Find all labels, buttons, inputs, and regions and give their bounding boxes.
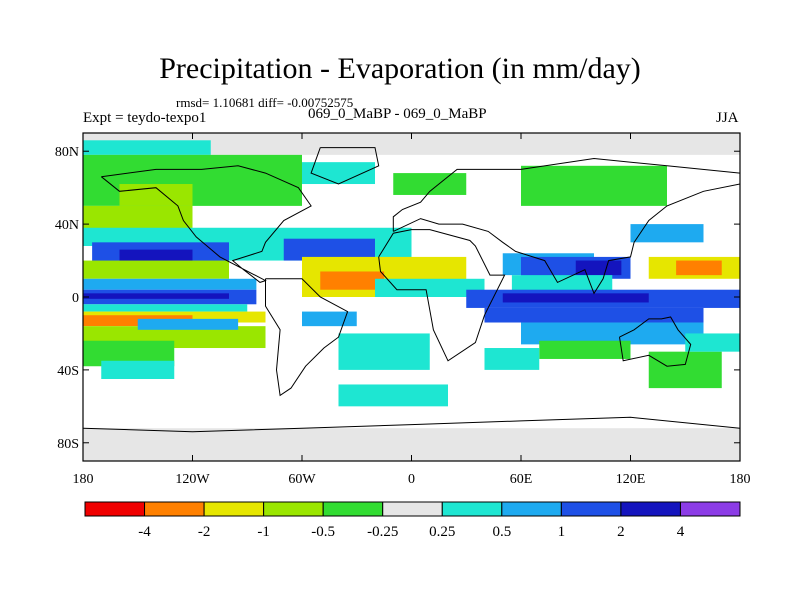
x-tick-label-3: 0 [408, 472, 415, 487]
colorbar-label-9: 4 [677, 524, 685, 540]
colorbar-box-0 [84, 501, 146, 517]
field-band-30 [575, 260, 622, 276]
field-band-15 [83, 278, 257, 290]
y-tick-label-1: 40N [55, 218, 79, 233]
colorbar-label-4: -0.25 [367, 524, 398, 540]
colorbar-box-4 [322, 501, 384, 517]
colorbar-box-9 [620, 501, 681, 517]
x-tick-label-1: 120W [175, 472, 210, 487]
colorbar-box-3 [263, 501, 324, 517]
field-band-33 [502, 293, 649, 303]
y-tick-label-4: 80S [57, 437, 79, 452]
field-band-35 [521, 322, 704, 345]
colorbar-box-2 [203, 501, 265, 517]
land-outline-5 [619, 316, 692, 367]
field-layer [83, 133, 740, 461]
field-band-7 [302, 162, 375, 185]
field-band-40 [484, 348, 540, 370]
colorbar-box-6 [441, 501, 503, 517]
field-band-6 [521, 165, 667, 206]
colorbar-label-3: -0.5 [311, 524, 335, 540]
field-band-18 [83, 304, 248, 312]
field-band-45 [685, 333, 740, 352]
land-outline-layer [83, 147, 740, 433]
colorbar: -4 -2 -1 -0.5 -0.25 0.25 0.5 1 2 4 [84, 501, 741, 540]
colorbar-label-1: -2 [198, 524, 211, 540]
stats-line: rmsd= 1.10681 diff= -0.00752575 [176, 95, 354, 110]
x-tick-label-6: 180 [730, 472, 751, 487]
x-tick-label-5: 120E [616, 472, 646, 487]
field-band-44 [648, 351, 722, 389]
land-outline-6 [83, 416, 740, 433]
land-outline-0 [100, 165, 312, 283]
field-band-37 [302, 311, 357, 327]
field-band-38 [338, 333, 430, 370]
chart-title: Precipitation - Evaporation (in mm/day) [159, 52, 641, 85]
season-label: JJA [716, 110, 739, 126]
colorbar-label-0: -4 [138, 524, 151, 540]
colorbar-label-8: 2 [617, 524, 625, 540]
colorbar-box-5 [382, 501, 443, 517]
axes-layer: 180 120W 60W 0 60E 120E 180 80N 40N 0 40S 80S [55, 133, 751, 487]
field-band-17 [83, 293, 229, 299]
colorbar-box-1 [144, 501, 205, 517]
run-comparison-label: 069_0_MaBP - 069_0_MaBP [308, 106, 487, 122]
field-band-14 [83, 260, 229, 279]
land-outline-2 [265, 278, 349, 397]
x-tick-label-0: 180 [73, 472, 94, 487]
land-outline-1 [310, 147, 380, 185]
colorbar-label-5: 0.25 [429, 524, 455, 540]
y-tick-label-3: 40S [57, 364, 79, 379]
colorbar-label-6: 0.5 [492, 524, 511, 540]
colorbar-label-2: -1 [257, 524, 270, 540]
field-band-2 [83, 140, 211, 155]
field-band-42 [676, 260, 722, 276]
field-band-43 [630, 224, 704, 243]
y-tick-label-0: 80N [55, 145, 79, 160]
x-tick-label-4: 60E [510, 472, 533, 487]
colorbar-box-10 [679, 501, 741, 517]
land-outline-3 [378, 229, 506, 362]
colorbar-label-7: 1 [558, 524, 566, 540]
experiment-label: Expt = teydo-texpo1 [83, 110, 207, 126]
field-band-5 [393, 173, 467, 195]
field-band-13 [283, 238, 375, 261]
field-band-24 [101, 360, 175, 379]
field-band-27 [375, 278, 485, 297]
field-band-22 [137, 318, 239, 330]
colorbar-box-8 [560, 501, 622, 517]
field-band-26 [320, 271, 385, 290]
field-band-34 [484, 307, 704, 323]
field-band-36 [539, 340, 631, 359]
land-outline-4 [392, 157, 740, 295]
field-band-39 [338, 384, 448, 407]
y-tick-label-2: 0 [72, 291, 79, 306]
field-band-1 [83, 133, 740, 155]
x-tick-label-2: 60W [288, 472, 316, 487]
colorbar-box-7 [501, 501, 562, 517]
